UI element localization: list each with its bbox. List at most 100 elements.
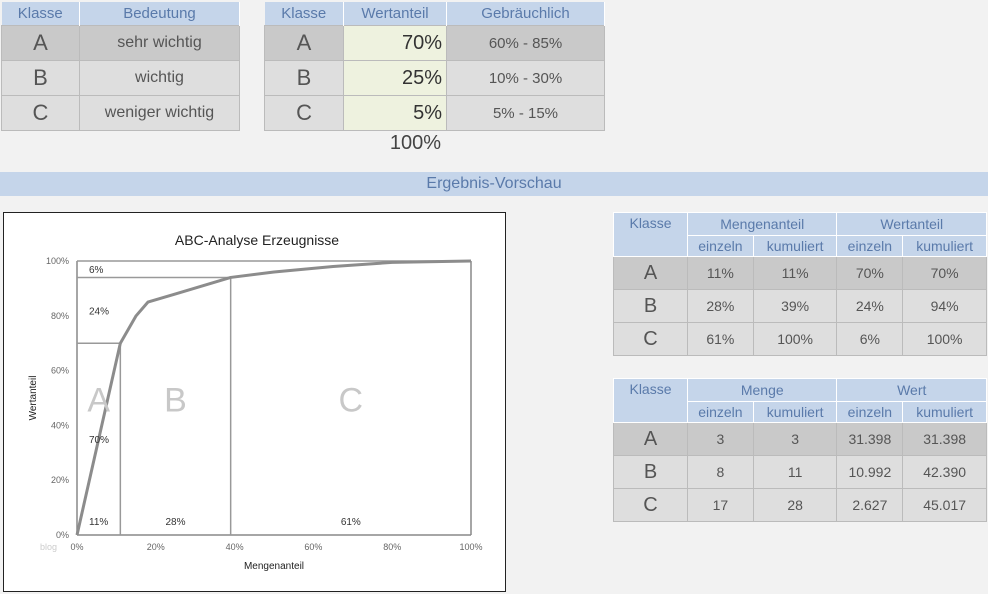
header-wertanteil: Wertanteil: [836, 212, 987, 236]
cell-value[interactable]: 28: [752, 488, 838, 522]
cell-value[interactable]: 45.017: [902, 488, 987, 522]
y-tick-label: 100%: [46, 256, 69, 266]
table-row: B 8 11 10.992 42.390: [613, 455, 987, 489]
subheader-einzeln: einzeln: [836, 401, 904, 423]
y-segment-label: 70%: [89, 435, 109, 446]
cell-value[interactable]: 31.398: [836, 422, 904, 456]
table-row: C 61% 100% 6% 100%: [613, 322, 987, 356]
header-wert: Wert: [836, 378, 987, 402]
cell-klasse[interactable]: B: [613, 455, 688, 489]
cell-value[interactable]: 11: [752, 455, 838, 489]
cell-klasse[interactable]: B: [613, 289, 688, 323]
cell-value[interactable]: 28%: [687, 289, 754, 323]
header-klasse: Klasse: [264, 2, 345, 26]
watermark-text: blog: [40, 542, 57, 552]
y-tick-label: 40%: [51, 420, 69, 430]
cell-gebraeuchlich[interactable]: 5% - 15%: [446, 95, 605, 131]
cell-value[interactable]: 42.390: [902, 455, 987, 489]
cell-klasse[interactable]: A: [613, 422, 688, 456]
subheader-einzeln: einzeln: [836, 235, 904, 257]
cell-klasse[interactable]: A: [613, 256, 688, 290]
cell-bedeutung[interactable]: weniger wichtig: [79, 95, 240, 131]
subheader-einzeln: einzeln: [687, 401, 754, 423]
table-row: C 5% 5% - 15%: [263, 95, 605, 131]
cell-wertanteil-input[interactable]: 70%: [343, 25, 447, 61]
table-row: A sehr wichtig: [1, 25, 240, 61]
x-tick-label: 60%: [304, 542, 322, 552]
table-row: B wichtig: [1, 60, 240, 96]
chart-svg: ABC-Analyse Erzeugnisse 0% 20% 40% 60% 80% 100…: [28, 232, 483, 572]
cell-value[interactable]: 3: [752, 422, 838, 456]
cell-bedeutung[interactable]: wichtig: [79, 60, 240, 96]
x-segment-label: 28%: [165, 517, 185, 528]
region-label-a: A: [87, 382, 110, 420]
cell-klasse[interactable]: A: [1, 25, 80, 61]
cell-gebraeuchlich[interactable]: 60% - 85%: [446, 25, 605, 61]
cell-bedeutung[interactable]: sehr wichtig: [79, 25, 240, 61]
header-mengenanteil: Mengenanteil: [686, 212, 838, 236]
cell-value[interactable]: 11%: [752, 256, 838, 290]
table-row: A 3 3 31.398 31.398: [613, 422, 987, 456]
cell-value[interactable]: 70%: [902, 256, 987, 290]
cell-value[interactable]: 70%: [836, 256, 904, 290]
cell-klasse[interactable]: C: [263, 95, 345, 131]
cell-value[interactable]: 100%: [902, 322, 987, 356]
subheader-kumuliert: kumuliert: [752, 401, 838, 423]
subheader-einzeln: einzeln: [687, 235, 754, 257]
subheader-kumuliert: kumuliert: [752, 235, 838, 257]
cell-value[interactable]: 6%: [836, 322, 904, 356]
cell-value[interactable]: 2.627: [836, 488, 904, 522]
header-klasse: Klasse: [613, 212, 688, 257]
header-wertanteil: Wertanteil: [343, 2, 447, 26]
table-subheader-row: einzeln kumuliert einzeln kumuliert: [614, 235, 987, 257]
header-bedeutung: Bedeutung: [79, 2, 240, 26]
cell-value[interactable]: 39%: [752, 289, 838, 323]
cell-klasse[interactable]: A: [263, 25, 345, 61]
cell-gebraeuchlich[interactable]: 10% - 30%: [446, 60, 605, 96]
cell-value[interactable]: 8: [687, 455, 754, 489]
table-row: B 25% 10% - 30%: [263, 60, 605, 96]
x-tick-label: 20%: [147, 542, 165, 552]
cell-klasse[interactable]: C: [613, 488, 688, 522]
subheader-kumuliert: kumuliert: [902, 401, 987, 423]
x-segment-label: 61%: [341, 517, 361, 528]
cell-value[interactable]: 11%: [687, 256, 754, 290]
cell-klasse[interactable]: C: [1, 95, 80, 131]
y-segment-label: 6%: [89, 265, 104, 276]
cell-value[interactable]: 61%: [687, 322, 754, 356]
cell-wertanteil-input[interactable]: 25%: [343, 60, 447, 96]
table-row: C weniger wichtig: [1, 95, 240, 131]
y-tick-label: 60%: [51, 366, 69, 376]
cumulative-curve: [75, 259, 472, 536]
abc-analysis-chart[interactable]: ABC-Analyse Erzeugnisse 0% 20% 40% 60% 80% 100…: [3, 212, 506, 592]
subheader-kumuliert: kumuliert: [902, 235, 987, 257]
table-row: A 70% 60% - 85%: [263, 25, 605, 61]
class-meaning-table: Klasse Bedeutung A sehr wichtig B wichti…: [1, 2, 240, 131]
x-axis-label: Mengenanteil: [244, 561, 304, 572]
table-row: B 28% 39% 24% 94%: [613, 289, 987, 323]
y-tick-label: 0%: [56, 530, 69, 540]
x-tick-label: 40%: [226, 542, 244, 552]
cell-value[interactable]: 24%: [836, 289, 904, 323]
cell-value[interactable]: 31.398: [902, 422, 987, 456]
cell-klasse[interactable]: B: [263, 60, 345, 96]
cell-value[interactable]: 94%: [902, 289, 987, 323]
cell-value[interactable]: 3: [687, 422, 754, 456]
table-header-row: Klasse Mengenanteil Wertanteil: [613, 212, 987, 257]
x-tick-label: 80%: [383, 542, 401, 552]
cell-value[interactable]: 10.992: [836, 455, 904, 489]
header-klasse: Klasse: [613, 378, 688, 423]
table-row: C 17 28 2.627 45.017: [613, 488, 987, 522]
header-gebraeuchlich: Gebräuchlich: [446, 2, 605, 26]
cell-value[interactable]: 17: [687, 488, 754, 522]
cell-klasse[interactable]: B: [1, 60, 80, 96]
cell-value[interactable]: 100%: [752, 322, 838, 356]
y-tick-label: 20%: [51, 475, 69, 485]
result-preview-banner: Ergebnis-Vorschau: [0, 172, 988, 196]
cell-wertanteil-input[interactable]: 5%: [343, 95, 447, 131]
quantity-value-table: Klasse Menge Wert einzeln kumuliert einz…: [613, 378, 987, 522]
cell-klasse[interactable]: C: [613, 322, 688, 356]
header-klasse: Klasse: [1, 2, 80, 26]
table-header-row: Klasse Wertanteil Gebräuchlich: [264, 2, 605, 26]
value-share-table: Klasse Wertanteil Gebräuchlich A 70% 60%…: [263, 2, 605, 131]
